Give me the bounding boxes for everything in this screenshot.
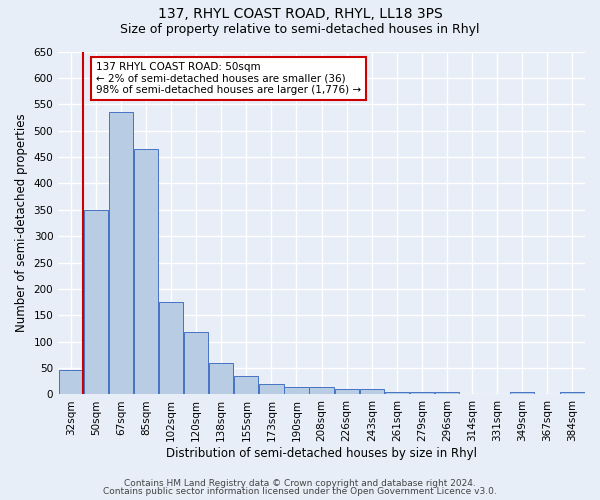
Bar [134, 149, 158, 394]
Bar [560, 392, 584, 394]
Bar [385, 392, 409, 394]
Bar [59, 370, 83, 394]
Bar [510, 392, 535, 394]
Bar [209, 363, 233, 394]
Bar [109, 112, 133, 395]
Bar [410, 392, 434, 394]
Text: 137 RHYL COAST ROAD: 50sqm
← 2% of semi-detached houses are smaller (36)
98% of : 137 RHYL COAST ROAD: 50sqm ← 2% of semi-… [96, 62, 361, 96]
Bar [184, 332, 208, 394]
Bar [234, 376, 259, 394]
Y-axis label: Number of semi-detached properties: Number of semi-detached properties [15, 114, 28, 332]
Bar [335, 389, 359, 394]
Text: Contains public sector information licensed under the Open Government Licence v3: Contains public sector information licen… [103, 487, 497, 496]
Bar [310, 386, 334, 394]
X-axis label: Distribution of semi-detached houses by size in Rhyl: Distribution of semi-detached houses by … [166, 447, 477, 460]
Text: Contains HM Land Registry data © Crown copyright and database right 2024.: Contains HM Land Registry data © Crown c… [124, 478, 476, 488]
Bar [435, 392, 459, 394]
Bar [159, 302, 183, 394]
Bar [284, 386, 308, 394]
Bar [83, 210, 108, 394]
Bar [359, 389, 384, 394]
Text: Size of property relative to semi-detached houses in Rhyl: Size of property relative to semi-detach… [120, 22, 480, 36]
Text: 137, RHYL COAST ROAD, RHYL, LL18 3PS: 137, RHYL COAST ROAD, RHYL, LL18 3PS [158, 8, 442, 22]
Bar [259, 384, 284, 394]
